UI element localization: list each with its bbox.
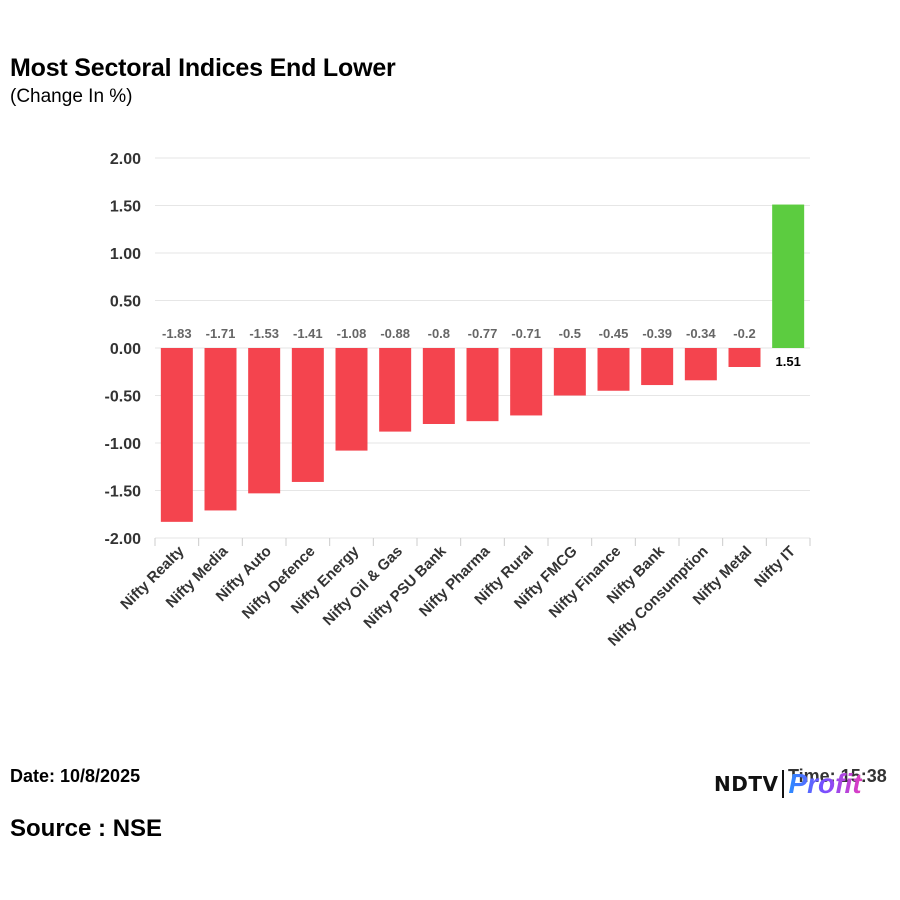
bar-value-label: -0.5 — [559, 326, 581, 341]
bar-value-label: -1.71 — [206, 326, 236, 341]
bar-value-label: -0.2 — [733, 326, 755, 341]
bar — [772, 204, 805, 348]
bar — [466, 348, 499, 422]
bar-value-label: -1.53 — [249, 326, 279, 341]
bar — [553, 348, 586, 396]
y-tick-label: 0.00 — [110, 341, 141, 358]
bar-value-label: 1.51 — [776, 354, 801, 369]
bar-value-label: -0.71 — [511, 326, 541, 341]
y-tick-label: -1.50 — [105, 484, 142, 501]
y-tick-label: -2.00 — [105, 531, 142, 548]
y-tick-label: 1.50 — [110, 199, 141, 216]
chart-subtitle: (Change In %) — [10, 86, 133, 107]
y-tick-label: 1.00 — [110, 246, 141, 263]
bar — [379, 348, 412, 432]
bar — [684, 348, 717, 381]
time-label: Time: 15:38 — [788, 766, 887, 786]
bar — [160, 348, 193, 522]
bar-value-label: -1.41 — [293, 326, 323, 341]
x-category-label: Nifty IT — [751, 543, 799, 591]
date-label: Date: 10/8/2025 — [10, 766, 141, 786]
chart-title: Most Sectoral Indices End Lower — [10, 54, 396, 82]
source-label: Source : NSE — [10, 815, 163, 842]
bar — [641, 348, 674, 386]
bar — [597, 348, 630, 391]
bar-value-label: -0.45 — [599, 326, 629, 341]
bar — [728, 348, 761, 367]
bar-value-label: -0.88 — [380, 326, 410, 341]
y-tick-label: 2.00 — [110, 151, 141, 168]
bar-value-label: -0.8 — [428, 326, 450, 341]
bar-value-label: -0.77 — [468, 326, 498, 341]
bar — [335, 348, 368, 451]
bar-value-label: -0.34 — [686, 326, 716, 341]
y-tick-label: 0.50 — [110, 294, 141, 311]
logo-ndtv-text: NDTV — [714, 772, 779, 796]
bar — [291, 348, 324, 482]
y-tick-label: -1.00 — [105, 436, 142, 453]
bar-value-label: -1.08 — [337, 326, 367, 341]
bar — [248, 348, 281, 494]
bar — [510, 348, 543, 416]
bar — [204, 348, 237, 511]
bar-value-label: -0.39 — [642, 326, 672, 341]
ndtv-profit-logo: NDTV Profit — [714, 768, 862, 800]
x-category-label: Nifty Oil & Gas — [320, 543, 406, 629]
logo-divider — [782, 770, 785, 798]
bar-chart: 2.00 1.50 1.00 0.50 0.00 -0.50 -1.00 -1.50 -2.00… — [105, 151, 811, 650]
y-tick-label: -0.50 — [105, 389, 142, 406]
bar-value-label: -1.83 — [162, 326, 192, 341]
logo-profit-text: Profit — [788, 768, 862, 799]
bar — [422, 348, 455, 424]
